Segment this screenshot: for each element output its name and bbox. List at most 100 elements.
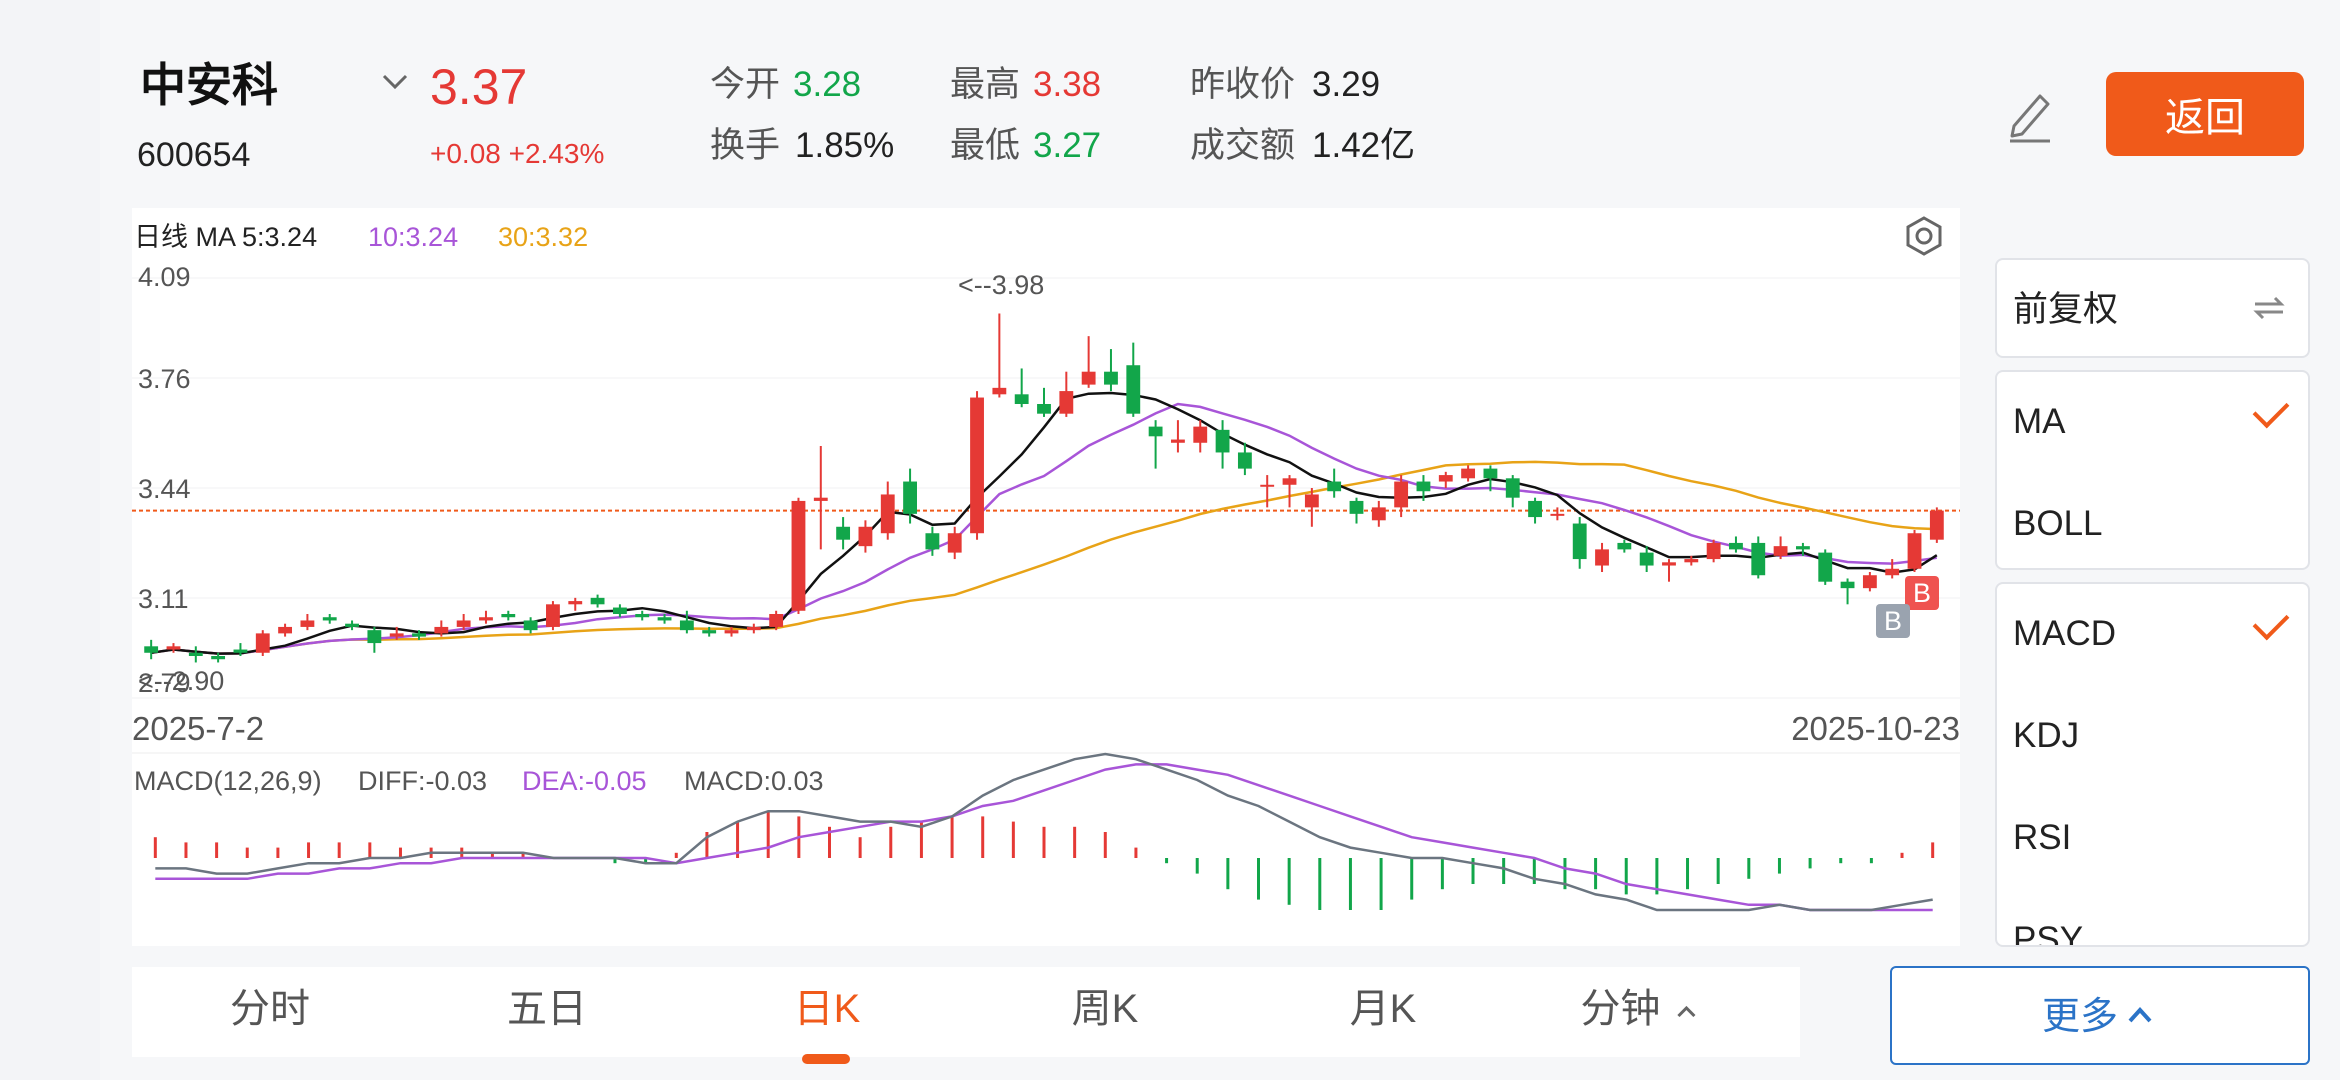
turnover-value: 1.85% xyxy=(795,126,895,165)
tab-minute-label: 分钟 xyxy=(1580,987,1661,1031)
period-tabs: 分时 五日 日K 周K 月K 分钟 xyxy=(132,967,1800,1057)
candle-body xyxy=(412,633,426,637)
low-value: 3.27 xyxy=(1033,126,1102,165)
candle-body xyxy=(1148,426,1163,437)
active-tab-indicator xyxy=(802,1054,850,1064)
candle-body xyxy=(1416,481,1431,492)
macd-legend: MACD(12,26,9) xyxy=(134,766,322,796)
candle-body xyxy=(836,526,851,540)
buy-badge-gray[interactable]: B xyxy=(1876,604,1910,638)
candle-body xyxy=(144,646,159,653)
candle-body xyxy=(1885,568,1900,576)
candle-body xyxy=(1528,500,1542,518)
candle-body xyxy=(769,614,784,627)
open-label: 今开 xyxy=(710,65,781,104)
open-value: 3.28 xyxy=(793,65,862,104)
legend-ma10: 10:3.24 xyxy=(368,222,459,252)
candle-body xyxy=(1126,365,1141,414)
candle-body xyxy=(367,630,382,644)
kline-svg xyxy=(132,277,1960,912)
candle-body xyxy=(1260,484,1275,487)
candle-body xyxy=(1438,475,1453,482)
main-indicator-list: MA BOLL xyxy=(1995,370,2310,570)
candle-body xyxy=(1483,468,1498,479)
indicator-boll[interactable]: BOLL xyxy=(2013,504,2103,543)
candle-body xyxy=(1795,546,1810,550)
candle-body xyxy=(1662,562,1676,566)
candle-body xyxy=(1751,542,1766,576)
candle-body xyxy=(322,617,337,621)
swap-icon xyxy=(2249,288,2289,328)
candle-body xyxy=(546,604,560,627)
candle-body xyxy=(1505,478,1520,498)
candle-body xyxy=(278,626,293,634)
tab-weekly-k[interactable]: 周K xyxy=(1071,987,1139,1031)
pencil-icon[interactable] xyxy=(2004,84,2056,144)
candle-body xyxy=(858,526,873,547)
indicator-kdj[interactable]: KDJ xyxy=(2013,716,2080,755)
sub-indicator-list[interactable]: MACD KDJ RSI PSY xyxy=(1995,582,2310,947)
tab-minute[interactable]: 分钟 xyxy=(1580,989,1697,1029)
candle-body xyxy=(1014,394,1029,404)
tab-intraday[interactable]: 分时 xyxy=(230,987,310,1031)
candle-body xyxy=(1349,500,1364,514)
low-label: 最低 xyxy=(950,126,1021,165)
settings-icon[interactable] xyxy=(1902,214,1950,262)
indicator-ma[interactable]: MA xyxy=(2013,402,2066,441)
candle-body xyxy=(657,617,672,621)
candle-body xyxy=(791,500,806,611)
candle-body xyxy=(813,497,828,501)
candle-body xyxy=(1371,507,1386,521)
candle-body xyxy=(1550,513,1565,516)
tab-daily-k[interactable]: 日K xyxy=(793,987,861,1031)
ma-check-icon xyxy=(2252,391,2290,429)
candle-body xyxy=(568,601,583,605)
more-button[interactable]: 更多 xyxy=(1890,966,2310,1065)
candle-body xyxy=(166,646,181,650)
candle-body xyxy=(1282,478,1297,485)
chevron-up-icon xyxy=(2128,1007,2152,1023)
indicator-rsi[interactable]: RSI xyxy=(2013,818,2072,857)
candle-body xyxy=(1862,575,1877,589)
kline-chart[interactable]: 日线 MA 5:3.24 10:3.24 30:3.32 4.09 3.76 3… xyxy=(132,208,1960,946)
candle-body xyxy=(1327,481,1342,492)
candle-body xyxy=(1840,581,1855,589)
candle-body xyxy=(612,607,627,614)
ma5-line xyxy=(151,391,1938,655)
y-tick-4: 3.11 xyxy=(138,584,189,614)
legend-ma30: 30:3.32 xyxy=(498,222,589,252)
price-change: +0.08 +2.43% xyxy=(430,138,605,169)
candle-body xyxy=(1193,426,1208,443)
date-end: 2025-10-23 xyxy=(1791,710,1960,747)
y-tick-3: 3.44 xyxy=(138,474,191,504)
candle-body xyxy=(1104,371,1118,385)
candle-body xyxy=(1818,552,1833,582)
candle-body xyxy=(1059,391,1074,414)
turnover-label: 换手 xyxy=(710,126,781,165)
candle-body xyxy=(702,630,717,634)
candle-body xyxy=(523,620,538,631)
candle-body xyxy=(1037,404,1051,414)
candle-body xyxy=(211,656,226,660)
candle-body xyxy=(992,387,1007,395)
indicator-macd[interactable]: MACD xyxy=(2013,614,2117,653)
adjust-selector[interactable]: 前复权 xyxy=(1995,258,2310,358)
candle-body xyxy=(255,633,270,653)
macd-value-legend: MACD:0.03 xyxy=(684,766,824,796)
chevron-down-icon[interactable] xyxy=(382,72,408,94)
indicator-psy[interactable]: PSY xyxy=(2013,920,2084,947)
candle-body xyxy=(1729,542,1743,550)
candle-body xyxy=(1639,552,1654,566)
buy-badge-red[interactable]: B xyxy=(1905,576,1939,610)
candle-body xyxy=(679,620,694,631)
tab-monthly-k[interactable]: 月K xyxy=(1349,987,1417,1031)
tab-five-day[interactable]: 五日 xyxy=(507,987,587,1031)
adjust-label: 前复权 xyxy=(2013,290,2119,329)
y-tick-1: 4.09 xyxy=(138,262,191,292)
candle-body xyxy=(389,633,404,637)
candle-body xyxy=(724,630,739,634)
diff-legend: DIFF:-0.03 xyxy=(358,766,488,796)
back-button[interactable]: 返回 xyxy=(2106,72,2304,156)
y-tick-2: 3.76 xyxy=(138,364,191,394)
candle-body xyxy=(1907,533,1922,569)
